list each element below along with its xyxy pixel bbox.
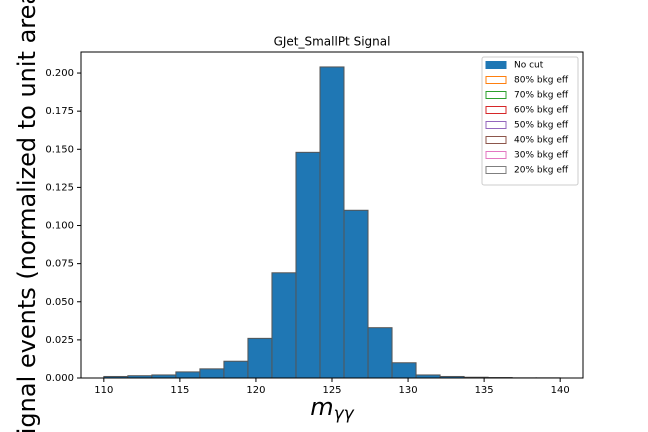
y-tick-label: 0.050 bbox=[45, 297, 74, 308]
x-label-sub: γγ bbox=[334, 404, 355, 424]
x-label-main: m bbox=[310, 393, 333, 421]
legend: No cut 80% bkg eff 70% bkg eff 60% bkg eff 5… bbox=[481, 56, 579, 186]
y-tick-label: 0.150 bbox=[45, 144, 74, 155]
histogram-bar bbox=[199, 368, 225, 379]
legend-swatch bbox=[485, 76, 507, 84]
x-tick-label: 115 bbox=[170, 385, 189, 396]
histogram-bar bbox=[175, 371, 201, 379]
legend-label: 30% bkg eff bbox=[514, 151, 569, 161]
y-tick-label: 0.075 bbox=[45, 259, 74, 270]
y-tick-label: 0.125 bbox=[45, 182, 74, 193]
legend-swatch bbox=[485, 61, 507, 69]
legend-swatch bbox=[485, 151, 507, 159]
y-tick-label: 0.175 bbox=[45, 106, 74, 117]
x-tick-label: 110 bbox=[94, 385, 113, 396]
x-tick-label: 130 bbox=[399, 385, 418, 396]
histogram-bar bbox=[319, 66, 345, 379]
x-tick-label: 135 bbox=[475, 385, 494, 396]
legend-label: 60% bkg eff bbox=[514, 106, 569, 116]
y-tick-label: 0.000 bbox=[45, 373, 74, 384]
x-axis-label: mγγ bbox=[310, 393, 354, 424]
x-tick-label: 140 bbox=[551, 385, 570, 396]
legend-swatch bbox=[485, 166, 507, 174]
histogram-bar bbox=[271, 272, 297, 379]
histogram-bar bbox=[391, 362, 417, 379]
legend-label: No cut bbox=[514, 61, 544, 71]
legend-label: 40% bkg eff bbox=[514, 136, 569, 146]
legend-swatch bbox=[485, 91, 507, 99]
legend-swatch bbox=[485, 121, 507, 129]
x-tick-label: 120 bbox=[246, 385, 265, 396]
legend-label: 70% bkg eff bbox=[514, 91, 569, 101]
legend-label: 50% bkg eff bbox=[514, 121, 569, 131]
x-tick-label: 125 bbox=[322, 385, 341, 396]
y-axis-label: Signal events (normalized to unit area) bbox=[13, 0, 41, 432]
legend-swatch bbox=[485, 136, 507, 144]
chart-title: GJet_SmallPt Signal bbox=[274, 35, 391, 49]
y-tick-label: 0.025 bbox=[45, 335, 74, 346]
histogram-bar bbox=[343, 209, 369, 379]
histogram-bar bbox=[223, 360, 249, 379]
histogram-bar bbox=[367, 327, 393, 379]
y-tick-label: 0.100 bbox=[45, 221, 74, 232]
legend-label: 20% bkg eff bbox=[514, 166, 569, 176]
legend-swatch bbox=[485, 106, 507, 114]
y-tick-label: 0.200 bbox=[45, 68, 74, 79]
histogram-bar bbox=[247, 337, 273, 379]
histogram-bar bbox=[295, 151, 321, 379]
legend-label: 80% bkg eff bbox=[514, 76, 569, 86]
